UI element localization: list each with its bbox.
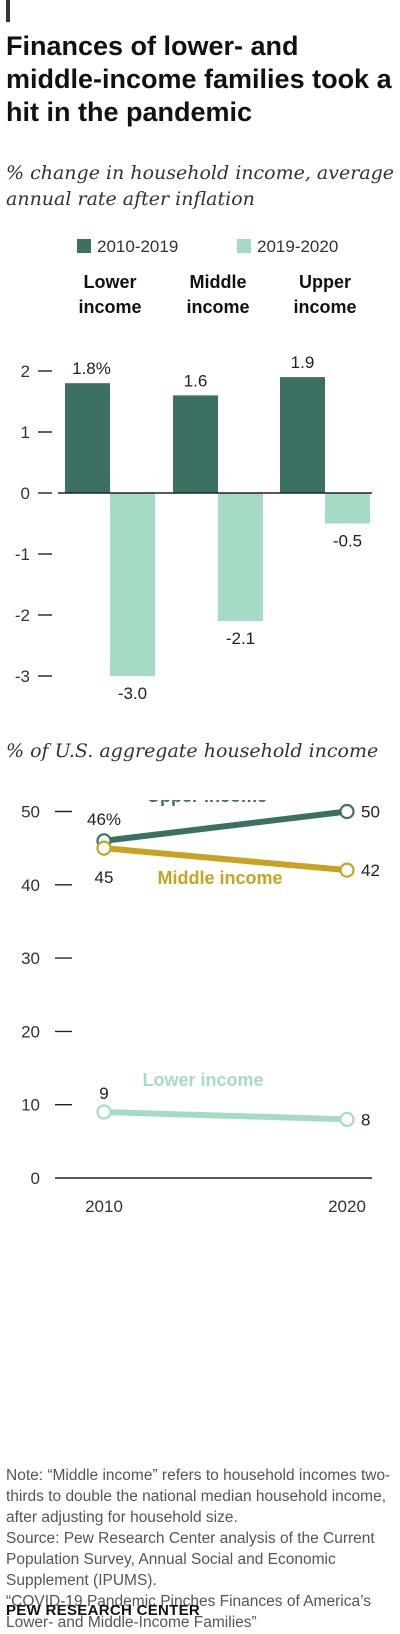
legend-label-2010-2019: 2010-2019 (97, 237, 178, 256)
x-tick-label-2020: 2020 (328, 1197, 366, 1216)
x-tick-label-2010: 2010 (85, 1197, 123, 1216)
line-chart-subtitle: % of U.S. aggregate household income (6, 740, 379, 762)
footer-note: Note: “Middle income” refers to househol… (6, 1467, 391, 1526)
series-line-middle-income (101, 845, 350, 874)
legend-label-2019-2020: 2019-2020 (257, 237, 338, 256)
series-name-upper-income: Upper income (147, 800, 267, 806)
data-label-middle-income-2010-2019: 1.6 (184, 371, 208, 390)
y-tick-label-1: 1 (21, 423, 30, 442)
data-label-upper-income-2010-2019: 1.9 (291, 353, 315, 372)
chart-title: Finances of lower- and middle-income fam… (6, 31, 392, 127)
data-label-lower-income-2019-2020: -3.0 (118, 684, 147, 703)
data-label-upper-income-2010: 46% (87, 810, 121, 829)
data-label-middle-income-2010: 45 (95, 868, 114, 887)
series-line-upper-income (101, 808, 350, 844)
series-name-lower-income: Lower income (142, 1070, 263, 1090)
data-label-upper-income-2020: 50 (361, 803, 380, 822)
legend-swatch-2019-2020 (237, 239, 251, 253)
data-point-middle-income-2010 (96, 840, 112, 856)
series-name-middle-income: Middle income (157, 868, 282, 888)
data-point-lower-income-2010 (96, 1104, 112, 1120)
series-line-lower-income (101, 1109, 350, 1123)
data-point-lower-income-2020 (339, 1111, 355, 1127)
category-label-upper-income: Upper income (293, 272, 356, 317)
legend-swatch-2010-2019 (77, 239, 91, 253)
y-tick-label-10: 10 (21, 1096, 40, 1115)
top-accent-bar (6, 0, 10, 22)
bar-chart: 2010-2019 2019-2020 2 1 0 -1 -2 -3 Lower income 1.… (15, 237, 372, 703)
bar-upper-income-2019-2020 (325, 493, 370, 524)
bar-upper-income-2010-2019 (280, 377, 325, 493)
data-label-middle-income-2019-2020: -2.1 (226, 629, 255, 648)
category-label-middle-income: Middle income (186, 272, 249, 317)
data-label-upper-income-2019-2020: -0.5 (333, 532, 362, 551)
bar-lower-income-2010-2019 (65, 383, 110, 493)
footer-report-title: “COVID-19 Pandemic Pinches Finances of A… (6, 1593, 371, 1631)
bar-chart-subtitle: % change in household income, average an… (6, 162, 395, 210)
y-tick-label--1: -1 (15, 545, 30, 564)
bar-middle-income-2019-2020 (218, 493, 263, 622)
data-point-middle-income-2020 (339, 862, 355, 878)
y-tick-label-20: 20 (21, 1022, 40, 1041)
y-tick-label--3: -3 (15, 667, 30, 686)
data-label-lower-income-2010-2019: 1.8% (72, 359, 111, 378)
y-tick-label-0: 0 (21, 484, 30, 503)
footer-source: Source: Pew Research Center analysis of … (6, 1530, 375, 1589)
footer: Note: “Middle income” refers to househol… (6, 1465, 398, 1633)
data-label-lower-income-2010: 9 (99, 1084, 108, 1103)
y-tick-label-2: 2 (21, 362, 30, 381)
data-label-middle-income-2020: 42 (361, 861, 380, 880)
data-label-lower-income-2020: 8 (361, 1110, 370, 1129)
category-label-lower-income: Lower income (78, 272, 141, 317)
y-tick-label-0: 0 (31, 1169, 40, 1188)
y-tick-label-30: 30 (21, 949, 40, 968)
y-tick-label-50: 50 (21, 803, 40, 822)
y-tick-label-40: 40 (21, 876, 40, 895)
bar-lower-income-2019-2020 (110, 493, 155, 676)
data-point-upper-income-2020 (339, 803, 355, 820)
bar-middle-income-2010-2019 (173, 395, 218, 493)
y-tick-label--2: -2 (15, 606, 30, 625)
brand-name: PEW RESEARCH CENTER (6, 1602, 201, 1619)
